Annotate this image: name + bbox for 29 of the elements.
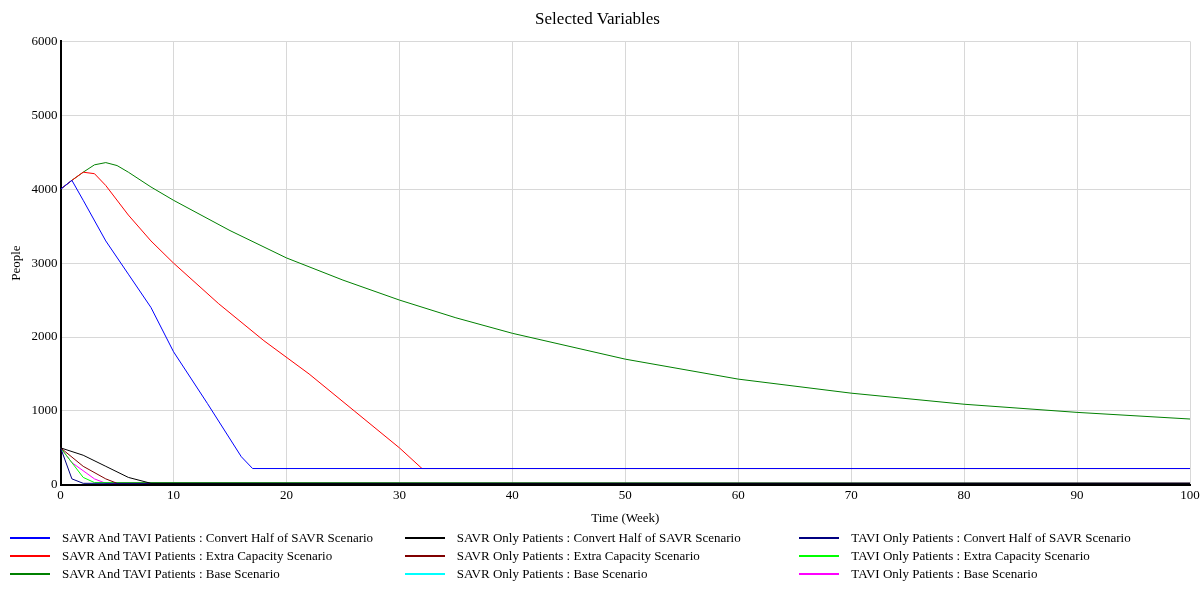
legend-label: SAVR And TAVI Patients : Base Scenario: [62, 566, 280, 582]
legend-label: SAVR And TAVI Patients : Convert Half of SAVR Scenario: [62, 530, 374, 546]
x-axis-title: Time (Week): [591, 509, 660, 525]
y-tick-label: 6000: [31, 32, 58, 48]
x-tick-label: 40: [505, 487, 519, 503]
legend-label: TAVI Only Patients : Convert Half of SAVR Scenario: [851, 530, 1131, 546]
x-tick-label: 70: [844, 487, 858, 503]
y-tick-label: 0: [51, 476, 58, 492]
x-tick-label: 10: [167, 487, 181, 503]
x-tick-label: 90: [1070, 487, 1084, 503]
x-tick-label: 50: [618, 487, 632, 503]
x-tick-label: 30: [392, 487, 406, 503]
x-tick-label: 100: [1180, 487, 1200, 503]
y-axis-title: People: [8, 245, 24, 281]
x-tick-label: 20: [279, 487, 293, 503]
y-tick-label: 1000: [31, 402, 58, 418]
y-tick-label: 5000: [31, 106, 58, 122]
legend-label: TAVI Only Patients : Base Scenario: [851, 566, 1038, 582]
y-tick-label: 4000: [31, 180, 58, 196]
y-tick-label: 3000: [31, 254, 58, 270]
y-tick-label: 2000: [31, 328, 58, 344]
x-tick-label: 80: [957, 487, 971, 503]
chart-title: Selected Variables: [535, 8, 660, 28]
legend-label: SAVR Only Patients : Base Scenario: [456, 566, 648, 582]
legend-label: TAVI Only Patients : Extra Capacity Scenario: [851, 548, 1090, 564]
legend-label: SAVR And TAVI Patients : Extra Capacity Scenario: [62, 548, 333, 564]
x-tick-label: 60: [731, 487, 745, 503]
legend-label: SAVR Only Patients : Extra Capacity Scenario: [456, 548, 700, 564]
legend-label: SAVR Only Patients : Convert Half of SAVR Scenario: [456, 530, 741, 546]
